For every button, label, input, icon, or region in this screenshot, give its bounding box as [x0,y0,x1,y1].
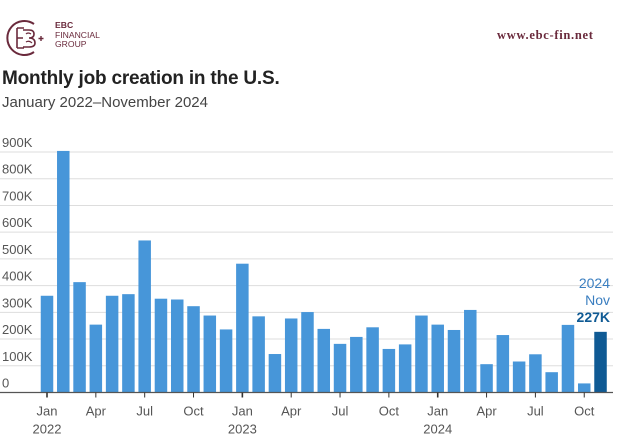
bar-2023-05 [301,312,314,393]
brand-name-line3: GROUP [55,39,87,50]
bar-2023-08 [350,336,363,393]
x-tick-label: Apr [86,404,107,419]
y-tick-label: 800K [2,162,33,177]
bar-2022-07 [138,240,151,393]
bar-2024-10 [577,383,591,393]
bar-2023-07 [333,343,347,393]
y-tick-label: 900K [2,135,33,150]
website-url: www.ebc-fin.net [497,28,594,42]
x-tick-label: Oct [574,404,595,419]
x-tick-label: Oct [379,404,400,419]
x-tick-label: Apr [476,404,497,419]
bar-2022-01 [40,295,54,393]
bar-2023-02 [252,316,265,393]
y-tick-label: 300K [2,295,33,310]
y-tick-label: 400K [2,269,33,284]
bar-2022-11 [203,315,217,393]
x-tick-label: Apr [281,404,302,419]
y-tick-label: 700K [2,188,33,203]
bar-2022-09 [170,299,184,393]
annotation-month: Nov [585,292,610,308]
annotation-year: 2024 [579,275,610,291]
brand-name-line1: EBC [55,20,74,30]
bar-2023-12 [415,315,428,393]
x-tick-year-label: 2023 [228,422,257,437]
bar-2022-03 [73,282,86,393]
y-tick-label: 0 [2,376,9,391]
bar-2023-10 [382,348,396,393]
bars [40,150,607,393]
bar-2022-12 [219,329,233,393]
x-tick-label: Jan [232,404,253,419]
x-tick-label: Jan [427,404,448,419]
bar-chart: 0 100K 200K 300K 400K 500K 600K 700K 800K 900K Ja… [0,135,613,437]
bar-2023-11 [398,344,412,393]
bar-2023-01 [236,263,249,393]
bar-2023-04 [284,318,298,393]
bar-2024-09 [561,324,575,393]
chart-title: Monthly job creation in the U.S. [2,68,280,89]
brand-name-line2: FINANCIAL [55,29,100,40]
bar-2023-06 [317,328,331,393]
chart-subtitle: January 2022–November 2024 [2,94,208,111]
bar-2024-07 [529,354,542,393]
annotation-value: 227K [577,309,610,325]
ebc-logo: EBC FINANCIAL GROUP [4,18,114,58]
bar-2022-02 [57,150,70,393]
bar-2024-03 [464,309,477,393]
bar-2022-10 [187,306,200,393]
bar-2023-03 [268,354,282,393]
y-tick-label: 100K [2,349,33,364]
x-axis-ticks: Jan 2022 Apr Jul Oct Jan 2023 Apr Jul Oct Jan 2024 A… [33,392,595,437]
bar-2024-05 [496,335,510,393]
y-axis-ticks: 0 100K 200K 300K 400K 500K 600K 700K 800K 900K [2,135,33,391]
bar-2024-06 [512,361,526,393]
x-tick-label: Jul [332,404,349,419]
brand-name: EBC FINANCIAL GROUP [55,20,100,50]
bar-2023-09 [366,327,379,393]
y-tick-label: 200K [2,322,33,337]
x-tick-label: Oct [183,404,204,419]
latest-value-annotation: 2024 Nov 227K [577,275,611,325]
x-tick-label: Jul [527,404,544,419]
bar-2024-11 [594,331,607,393]
x-tick-label: Jul [136,404,153,419]
ebc-emblem-icon [6,20,44,56]
x-tick-year-label: 2022 [33,422,62,437]
bar-2024-08 [545,372,558,393]
bar-2024-01 [431,324,444,393]
bar-2022-05 [105,295,119,393]
bar-2024-04 [480,364,493,393]
bar-2022-06 [122,294,135,393]
y-tick-label: 600K [2,215,33,230]
x-tick-label: Jan [37,404,58,419]
bar-2024-02 [447,329,461,393]
y-tick-label: 500K [2,242,33,257]
bar-2022-04 [89,324,103,393]
x-tick-year-label: 2024 [423,422,452,437]
bar-2022-08 [154,298,168,393]
